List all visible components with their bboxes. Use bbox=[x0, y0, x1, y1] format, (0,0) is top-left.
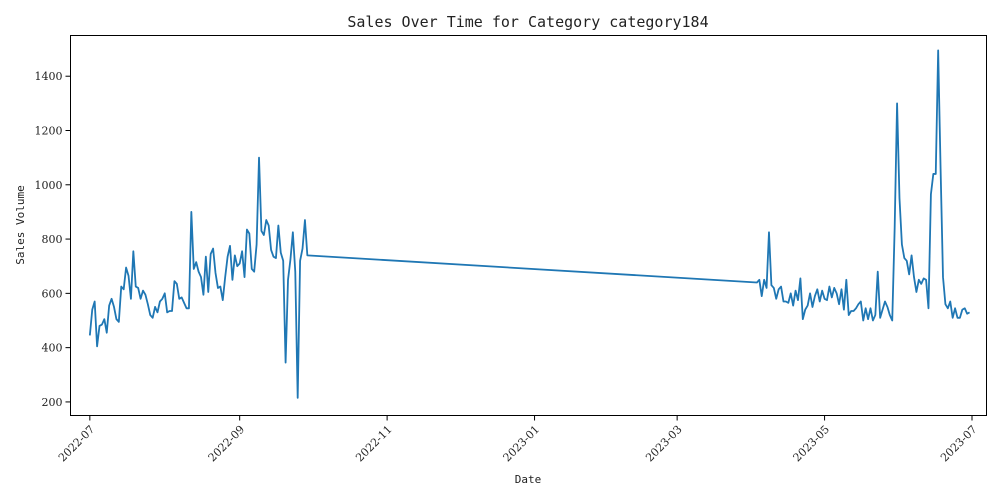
y-tick-label: 800 bbox=[42, 233, 63, 246]
chart-title: Sales Over Time for Category category184 bbox=[347, 13, 708, 31]
y-axis-label: Sales Volume bbox=[14, 185, 27, 264]
y-tick-label: 200 bbox=[42, 396, 63, 409]
y-tick-label: 1000 bbox=[35, 179, 63, 192]
x-tick-label: 2023-03 bbox=[643, 423, 685, 465]
y-tick-label: 1200 bbox=[35, 125, 63, 138]
x-tick-label: 2023-01 bbox=[501, 423, 543, 465]
x-axis-label: Date bbox=[515, 473, 542, 486]
y-tick-label: 600 bbox=[42, 287, 63, 300]
y-axis: 200 400 600 800 1000 1200 1400 bbox=[35, 70, 71, 409]
x-axis: 2022-07 2022-09 2022-11 2023-01 2023-03 2023-… bbox=[56, 415, 980, 465]
y-tick-label: 1400 bbox=[35, 70, 63, 83]
x-tick-label: 2023-07 bbox=[938, 423, 980, 465]
x-tick-label: 2022-07 bbox=[56, 423, 98, 465]
plot-frame bbox=[70, 35, 987, 416]
x-tick-label: 2022-09 bbox=[206, 423, 248, 465]
series-line bbox=[88, 49, 971, 399]
x-tick-label: 2022-11 bbox=[353, 423, 395, 465]
series-layer bbox=[88, 49, 971, 399]
x-tick-label: 2023-05 bbox=[791, 423, 833, 465]
plot-area bbox=[70, 35, 987, 416]
y-tick-label: 400 bbox=[42, 342, 63, 355]
